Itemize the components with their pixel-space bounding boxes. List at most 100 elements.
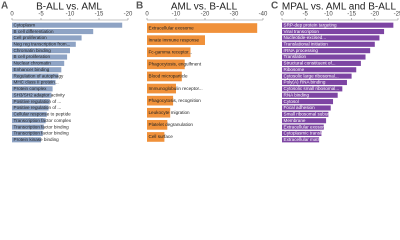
x-tick-label: -30 bbox=[230, 12, 239, 18]
bar bbox=[12, 137, 41, 143]
category-label: SH3/SH2 adaptor activity bbox=[14, 92, 66, 97]
category-label: Nuclear chromatin bbox=[14, 61, 52, 66]
category-label: SRP-dep protein targeting bbox=[284, 22, 338, 27]
bar bbox=[12, 92, 52, 98]
category-label: Poly(A) RNA binding bbox=[284, 80, 326, 85]
bar bbox=[12, 124, 44, 130]
category-label: Focal adhesion bbox=[284, 105, 316, 110]
bar bbox=[147, 59, 185, 70]
bar bbox=[282, 60, 361, 66]
chart-title: MPAL vs. AML and B-ALL bbox=[282, 2, 397, 13]
x-tick-label: -10 bbox=[66, 12, 75, 18]
category-label: Transcription factor binding bbox=[14, 131, 70, 136]
category-label: Neg reg transcription from... bbox=[14, 42, 71, 47]
bar bbox=[282, 105, 331, 111]
figure: A B-ALL vs. AML 0 -5 -10 -15 -20 Cytoplasm B cel… bbox=[1, 1, 400, 143]
bar bbox=[282, 35, 380, 41]
x-tick-label: -25 bbox=[394, 12, 400, 18]
bar bbox=[147, 132, 165, 142]
category-label: Cytoplasmic translation bbox=[284, 131, 332, 136]
bar bbox=[282, 41, 375, 47]
bar bbox=[147, 71, 182, 82]
bar bbox=[12, 99, 50, 105]
category-label: Extracellular matrix bbox=[284, 137, 324, 142]
x-tick-label: -10 bbox=[324, 12, 333, 18]
category-label: Protein kinase binding bbox=[14, 137, 60, 142]
x-tick-label: -40 bbox=[259, 12, 268, 18]
x-tick-label: -15 bbox=[95, 12, 104, 18]
bar bbox=[12, 35, 82, 41]
category-label: B cell differentiation bbox=[14, 29, 54, 34]
bar bbox=[282, 137, 320, 143]
bar bbox=[282, 86, 343, 92]
category-label: Translation bbox=[284, 54, 307, 59]
category-label: Platelet degranulation bbox=[149, 122, 194, 127]
category-label: Immunoglobulin receptor... bbox=[149, 86, 203, 91]
bar bbox=[12, 41, 76, 47]
bar bbox=[282, 22, 394, 28]
bar bbox=[282, 99, 334, 105]
category-label: Cell proliferation bbox=[14, 35, 48, 40]
bar bbox=[12, 54, 68, 60]
category-label: Blood microparticle bbox=[149, 74, 189, 79]
bar bbox=[147, 83, 176, 94]
bar bbox=[12, 79, 56, 86]
category-label: Leukocyte migration bbox=[149, 110, 191, 115]
bar bbox=[282, 130, 322, 136]
bar bbox=[282, 54, 366, 60]
bar bbox=[282, 118, 327, 124]
bar bbox=[147, 35, 205, 45]
x-tick-label: 0 bbox=[10, 12, 14, 18]
category-label: Cellular response to peptide bbox=[14, 112, 72, 117]
chart-title: AML vs. B-ALL bbox=[171, 2, 238, 13]
category-label: Innate immune response bbox=[149, 37, 200, 42]
bar bbox=[12, 118, 46, 124]
category-label: Structural constituent of... bbox=[284, 61, 336, 66]
category-label: Cytosolic small ribosomal... bbox=[284, 86, 340, 91]
bar bbox=[12, 48, 70, 54]
category-label: Transcription factor complex bbox=[14, 118, 72, 123]
category-label: Viral transcription bbox=[284, 29, 320, 34]
bar bbox=[147, 107, 171, 118]
category-label: Fc-gamma receptor... bbox=[149, 49, 193, 54]
category-label: Cell surface bbox=[149, 134, 174, 139]
bar bbox=[282, 92, 338, 98]
chart-title: B-ALL vs. AML bbox=[36, 2, 102, 13]
category-label: Nucleotide-excised... bbox=[284, 35, 327, 40]
category-label: Cytoplasm bbox=[14, 22, 36, 27]
category-label: Phagocytosis, recognition bbox=[149, 98, 202, 103]
category-label: Membrane bbox=[284, 118, 306, 123]
bar bbox=[282, 67, 357, 73]
category-label: Enhancer binding bbox=[14, 67, 50, 72]
bar bbox=[282, 124, 324, 130]
category-label: Ribosome bbox=[284, 67, 305, 72]
bar bbox=[282, 29, 385, 35]
bar bbox=[12, 67, 62, 73]
x-tick-label: -15 bbox=[347, 12, 356, 18]
bar bbox=[147, 23, 258, 33]
panel: B AML vs. B-ALL 0 -10 -20 -30 -40 Extracellular… bbox=[136, 1, 268, 142]
bar bbox=[12, 60, 65, 66]
x-tick-label: -5 bbox=[303, 12, 309, 18]
bar bbox=[12, 29, 94, 35]
panel-letter: C bbox=[271, 1, 278, 12]
category-label: B cell proliferation bbox=[14, 54, 51, 59]
category-label: RNA binding bbox=[284, 92, 310, 97]
category-label: rRNA processing bbox=[284, 48, 319, 53]
x-tick-label: 0 bbox=[280, 12, 284, 18]
panel: A B-ALL vs. AML 0 -5 -10 -15 -20 Cytoplasm B cel… bbox=[1, 1, 133, 143]
x-tick-label: 0 bbox=[145, 12, 149, 18]
bar bbox=[282, 79, 347, 86]
bar bbox=[282, 73, 352, 79]
category-label: Phagocytosis, engulfment bbox=[149, 62, 202, 67]
category-label: Cytosolic large ribosomal... bbox=[284, 73, 339, 78]
bar bbox=[12, 105, 49, 111]
category-label: Transcription factor binding bbox=[14, 124, 70, 129]
category-label: Chromatin binding bbox=[14, 48, 52, 53]
x-tick-label: -20 bbox=[370, 12, 379, 18]
category-label: Protein complex bbox=[14, 86, 48, 91]
category-label: Regulation of autophagy bbox=[14, 73, 65, 78]
panel-letter: B bbox=[136, 1, 143, 12]
category-label: Positive regulation of ... bbox=[14, 99, 62, 104]
